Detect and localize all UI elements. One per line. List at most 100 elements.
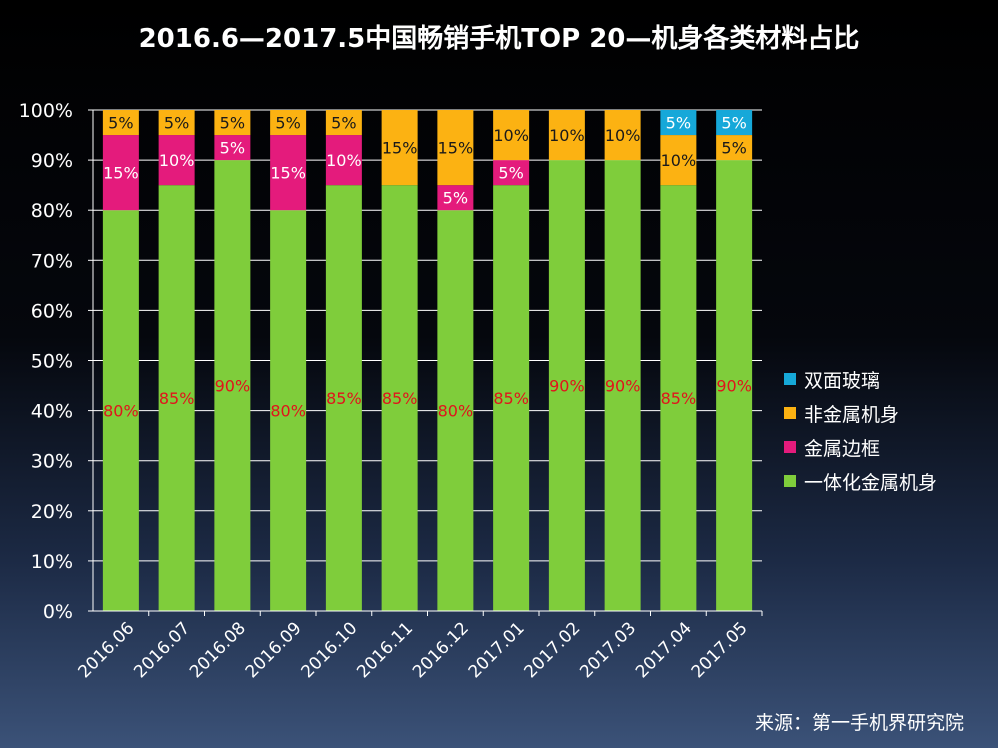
legend-label-metal-frame: 金属边框 xyxy=(804,437,881,460)
y-tick-label: 30% xyxy=(31,451,73,473)
x-tick-label: 2016.12 xyxy=(409,618,473,682)
data-label: 5% xyxy=(443,189,468,208)
data-label: 85% xyxy=(493,389,529,408)
data-label: 90% xyxy=(215,377,251,396)
x-tick-label: 2016.10 xyxy=(298,618,362,682)
bar-segment xyxy=(437,210,474,611)
bar-segment xyxy=(381,185,418,611)
bar-segment xyxy=(660,135,697,186)
data-label: 10% xyxy=(326,151,362,170)
legend-item-metal-frame: 金属边框 xyxy=(784,430,937,464)
x-tick-label: 2016.09 xyxy=(242,618,306,682)
bar-segment xyxy=(214,160,251,611)
data-label: 90% xyxy=(549,377,585,396)
data-label: 90% xyxy=(716,377,752,396)
source-note: 来源：第一手机界研究院 xyxy=(754,712,964,734)
legend-swatch-non-metal xyxy=(784,407,796,419)
bar-segment xyxy=(548,160,585,611)
bar-segment xyxy=(437,185,474,211)
data-label: 5% xyxy=(666,114,691,133)
bar-segment xyxy=(381,110,418,186)
data-label: 5% xyxy=(498,164,523,183)
y-axis-ticks: 0% 10% 20% 30% 40% 50% 60% 70% 80% 90% 100% xyxy=(19,100,93,623)
bar-segment xyxy=(325,110,362,136)
data-label: 85% xyxy=(159,389,195,408)
y-tick-label: 100% xyxy=(19,100,73,122)
y-tick-label: 80% xyxy=(31,200,73,222)
bar-segment xyxy=(270,135,307,211)
data-label: 80% xyxy=(438,402,474,421)
bar-segment xyxy=(660,185,697,611)
legend-swatch-unibody-metal xyxy=(784,475,796,487)
y-tick-label: 60% xyxy=(31,300,73,322)
data-label: 10% xyxy=(661,151,697,170)
data-label: 85% xyxy=(382,389,418,408)
data-label: 5% xyxy=(275,114,300,133)
bar-segment xyxy=(716,110,753,136)
x-tick-label: 2016.08 xyxy=(186,618,250,682)
data-label: 10% xyxy=(493,126,529,145)
bar-segment xyxy=(548,110,585,161)
y-tick-label: 90% xyxy=(31,150,73,172)
bar-segment xyxy=(158,110,195,136)
x-tick-label: 2017.03 xyxy=(576,618,640,682)
bar-segment xyxy=(325,135,362,186)
bar-segment xyxy=(493,185,530,611)
x-tick-label: 2017.02 xyxy=(521,618,585,682)
bar-segment xyxy=(437,110,474,186)
legend: 双面玻璃 非金属机身 金属边框 一体化金属机身 xyxy=(784,362,937,498)
bar-segment xyxy=(102,135,139,211)
data-label: 15% xyxy=(270,164,306,183)
grid-lines xyxy=(93,109,762,562)
bar-segment xyxy=(270,210,307,611)
data-label: 15% xyxy=(103,164,139,183)
x-tick-label: 2017.01 xyxy=(465,618,529,682)
x-tick-label: 2017.04 xyxy=(632,618,696,682)
data-labels: 80% 15% 5% 85% 10% 5% 90% 5% 5% 80% 15% 5% 85% 10% 5% 8… xyxy=(103,114,752,421)
bar-segment xyxy=(270,110,307,136)
legend-item-unibody-metal: 一体化金属机身 xyxy=(784,464,937,498)
data-label: 5% xyxy=(721,139,746,158)
bars xyxy=(102,110,753,611)
data-label: 5% xyxy=(721,114,746,133)
x-tick-label: 2016.06 xyxy=(75,618,139,682)
bar-segment xyxy=(716,135,753,161)
bar-segment xyxy=(102,210,139,611)
data-label: 80% xyxy=(103,402,139,421)
legend-swatch-metal-frame xyxy=(784,441,796,453)
legend-label-unibody-metal: 一体化金属机身 xyxy=(804,471,938,494)
y-tick-label: 10% xyxy=(31,551,73,573)
y-tick-label: 70% xyxy=(31,250,73,272)
y-tick-label: 40% xyxy=(31,401,73,423)
bar-segment xyxy=(604,160,641,611)
data-label: 5% xyxy=(331,114,356,133)
x-axis-ticks: 2016.062016.072016.082016.092016.102016.… xyxy=(75,611,763,682)
legend-item-non-metal: 非金属机身 xyxy=(784,396,937,430)
data-label: 15% xyxy=(382,139,418,158)
legend-label-double-glass: 双面玻璃 xyxy=(804,369,881,392)
bar-segment xyxy=(158,135,195,186)
y-tick-label: 50% xyxy=(31,351,73,373)
bar-segment xyxy=(102,110,139,136)
x-tick-label: 2017.05 xyxy=(688,618,752,682)
bar-segment xyxy=(325,185,362,611)
data-label: 80% xyxy=(270,402,306,421)
data-label: 85% xyxy=(326,389,362,408)
legend-label-non-metal: 非金属机身 xyxy=(804,403,900,426)
bar-segment xyxy=(716,160,753,611)
data-label: 10% xyxy=(605,126,641,145)
bar-segment xyxy=(214,110,251,136)
bar-segment xyxy=(493,160,530,186)
legend-item-double-glass: 双面玻璃 xyxy=(784,362,937,396)
data-label: 5% xyxy=(108,114,133,133)
data-label: 10% xyxy=(159,151,195,170)
bar-segment xyxy=(493,110,530,161)
legend-swatch-double-glass xyxy=(784,373,796,385)
bar-segment xyxy=(158,185,195,611)
bar-segment xyxy=(604,110,641,161)
data-label: 5% xyxy=(220,139,245,158)
data-label: 15% xyxy=(438,139,474,158)
data-label: 5% xyxy=(220,114,245,133)
data-label: 85% xyxy=(661,389,697,408)
